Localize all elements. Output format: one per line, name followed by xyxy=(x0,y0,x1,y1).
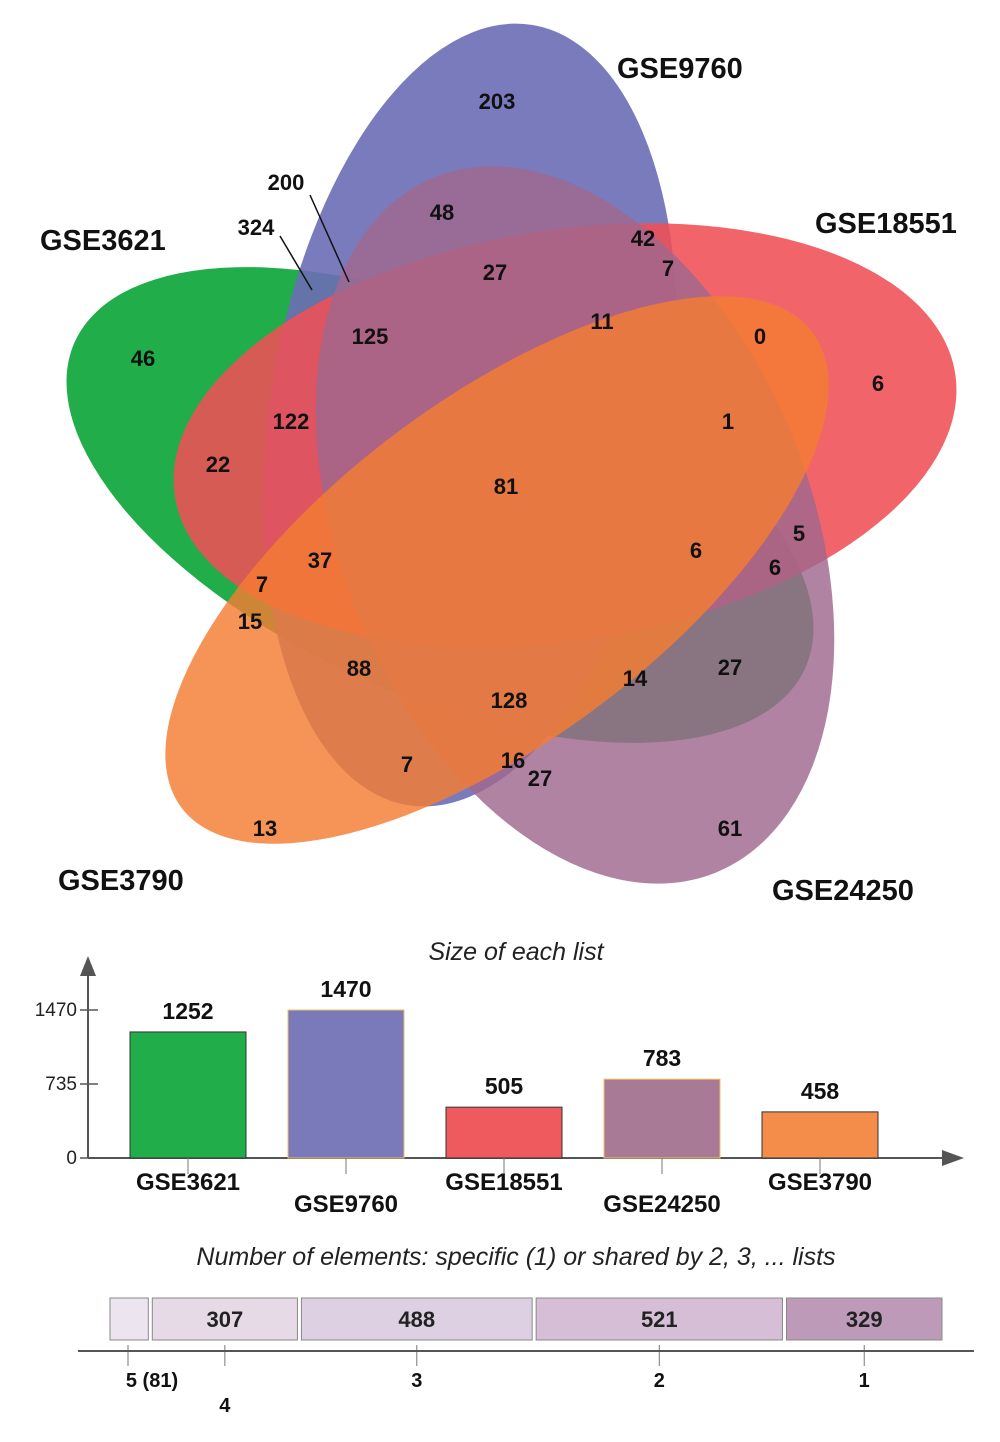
chart-title: Number of elements: specific (1) or shar… xyxy=(196,1243,835,1271)
set-label-gse18551: GSE18551 xyxy=(815,208,957,240)
region-count: 42 xyxy=(631,226,655,251)
bar xyxy=(287,1009,405,1159)
region-count: 6 xyxy=(872,371,884,396)
bar xyxy=(761,1111,879,1159)
set-label-gse3621: GSE3621 xyxy=(40,225,166,257)
segment-bar xyxy=(300,1297,533,1341)
region-count: 81 xyxy=(494,474,518,499)
segment-value-label: 521 xyxy=(641,1307,678,1332)
region-count: 203 xyxy=(479,89,516,114)
region-count: 16 xyxy=(501,748,525,773)
bar xyxy=(603,1078,721,1159)
bar-value-label: 1252 xyxy=(162,998,213,1024)
bar-category-label: GSE9760 xyxy=(294,1191,398,1218)
bar-category-label: GSE3790 xyxy=(768,1169,872,1196)
set-label-gse24250: GSE24250 xyxy=(772,875,914,907)
bar-category-label: GSE18551 xyxy=(445,1169,562,1196)
region-count: 128 xyxy=(491,688,528,713)
region-count: 22 xyxy=(206,452,230,477)
bar xyxy=(445,1106,563,1159)
region-count: 27 xyxy=(483,260,507,285)
region-count: 11 xyxy=(590,309,613,334)
bar-value-label: 783 xyxy=(643,1045,681,1071)
region-count: 122 xyxy=(273,409,310,434)
venn-diagram: GSE3621 GSE9760 GSE18551 GSE24250 GSE379… xyxy=(40,23,957,907)
segment-category-label: 3 xyxy=(411,1370,422,1392)
region-count: 13 xyxy=(253,816,277,841)
bar-category-label: GSE3621 xyxy=(136,1169,240,1196)
segment-value-label: 488 xyxy=(398,1307,435,1332)
bar-value-label: 458 xyxy=(801,1078,840,1104)
region-count: 125 xyxy=(352,324,389,349)
region-count: 324 xyxy=(238,215,275,240)
segment-category-label: 2 xyxy=(654,1370,665,1392)
region-count: 7 xyxy=(662,256,674,281)
region-count: 37 xyxy=(308,548,332,573)
y-tick-label: 0 xyxy=(66,1148,77,1169)
region-count: 200 xyxy=(268,170,305,195)
region-count: 7 xyxy=(256,572,268,597)
set-label-gse3790: GSE3790 xyxy=(58,865,184,897)
region-count: 27 xyxy=(528,766,552,791)
bar-value-label: 1470 xyxy=(320,976,371,1002)
segment-category-label: 5 (81) xyxy=(126,1370,178,1392)
segment-category-label: 1 xyxy=(859,1370,870,1392)
segment-value-label: 307 xyxy=(207,1307,244,1332)
region-count: 5 xyxy=(793,521,805,546)
bar xyxy=(129,1031,247,1159)
region-count: 1 xyxy=(722,409,734,434)
bar-category-label: GSE24250 xyxy=(603,1191,720,1218)
region-count: 88 xyxy=(347,656,371,681)
segment-bar xyxy=(151,1297,298,1341)
region-count: 6 xyxy=(690,538,702,563)
region-count: 27 xyxy=(718,655,742,680)
region-count: 48 xyxy=(430,200,454,225)
ellipse-gse3790 xyxy=(165,296,829,844)
segment-bar xyxy=(109,1297,149,1341)
y-tick-label: 735 xyxy=(45,1074,77,1095)
region-count: 0 xyxy=(754,324,766,349)
leader-line-324 xyxy=(279,235,313,291)
x-axis-arrow-icon xyxy=(942,1150,964,1166)
region-count: 15 xyxy=(238,609,262,634)
bar-value-label: 505 xyxy=(485,1073,524,1099)
region-count: 14 xyxy=(623,666,648,691)
set-label-gse9760: GSE9760 xyxy=(617,53,743,85)
region-count: 7 xyxy=(401,752,413,777)
chart-title: Size of each list xyxy=(428,938,604,966)
region-count: 61 xyxy=(718,816,742,841)
region-count: 46 xyxy=(131,346,155,371)
segment-category-label: 4 xyxy=(219,1395,231,1417)
segment-bar xyxy=(785,1297,943,1341)
region-count: 6 xyxy=(769,555,781,580)
y-axis-arrow-icon xyxy=(80,956,96,976)
y-tick-label: 1470 xyxy=(35,1000,77,1021)
leader-line-200 xyxy=(309,194,350,283)
segment-bar xyxy=(535,1297,783,1341)
segment-value-label: 329 xyxy=(846,1307,883,1332)
